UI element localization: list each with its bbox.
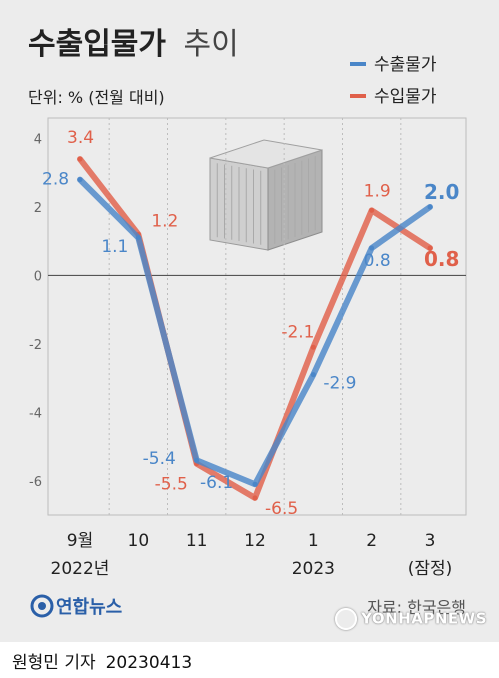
data-label: 2.8: [42, 170, 69, 190]
chart-title: 수출입물가: [28, 27, 166, 62]
plot-frame: [47, 117, 467, 516]
container-box-illustration: [209, 139, 323, 251]
watermark: YONHAPNEWS: [335, 608, 487, 630]
data-point: [427, 204, 433, 210]
y-tick-label: 2: [34, 201, 42, 216]
y-tick-label: 4: [34, 133, 42, 148]
data-label: -5.4: [143, 449, 176, 469]
svg-text:수출입물가 추이: 수출입물가 추이: [28, 27, 239, 62]
data-label: -6.1: [200, 473, 233, 493]
x-axis: 9월 2022년 10 11 12 1 2023 2 3 (잠정): [51, 531, 453, 579]
x-tick-label: 12: [244, 531, 266, 551]
y-tick-label: -6: [29, 475, 42, 490]
x-tick-label: 11: [186, 531, 208, 551]
legend-label: 수입물가: [374, 87, 437, 107]
data-point: [77, 156, 83, 162]
data-point: [369, 245, 375, 251]
y-tick-label: -4: [29, 406, 42, 421]
data-point: [77, 177, 83, 183]
data-label: 2.0: [424, 180, 459, 204]
data-label: 0.8: [364, 251, 391, 271]
data-label: -5.5: [155, 475, 188, 495]
y-tick-label: 0: [34, 269, 42, 284]
data-label: 3.4: [67, 128, 94, 148]
x-tick-label: 3: [425, 531, 436, 551]
data-point: [252, 481, 258, 487]
data-labels: 2.8 1.1 -5.4 -6.1 -2.9 0.8 2.0 3.4 1.2 -5.5 -6.5 -2…: [42, 128, 459, 519]
x-tick-sublabel: 2022년: [51, 559, 110, 579]
chart-title-suffix: 추이: [184, 27, 239, 62]
x-tick-sublabel: 2023: [292, 559, 335, 579]
logo-text: 연합뉴스: [56, 596, 122, 618]
unit-label: 단위: % (전월 대비): [28, 88, 165, 107]
data-point: [369, 207, 375, 213]
legend-label: 수출물가: [374, 55, 437, 75]
byline-author: 원형민 기자: [12, 653, 96, 673]
data-label: -2.1: [281, 322, 314, 342]
grid: 4 2 0 -2 -4 -6: [29, 117, 467, 516]
y-tick-label: -2: [29, 338, 42, 353]
data-label: 0.8: [424, 247, 459, 271]
x-tick-label: 1: [308, 531, 319, 551]
data-point: [252, 495, 258, 501]
data-label: 1.1: [101, 237, 128, 257]
data-label: 1.9: [364, 181, 391, 201]
data-point: [427, 245, 433, 251]
footer: YONHAPNEWS 원형민 기자 20230413: [0, 608, 499, 678]
data-label: -2.9: [323, 374, 356, 394]
data-label: 1.2: [151, 211, 178, 231]
x-tick-label: 10: [128, 531, 150, 551]
source-label: 자료: 한국은행: [367, 598, 466, 617]
data-point: [135, 235, 141, 241]
watermark-icon: [335, 608, 358, 630]
yonhap-logo: 연합뉴스: [30, 594, 122, 618]
data-point: [310, 344, 316, 350]
x-tick-label: 9월: [67, 531, 93, 551]
x-tick-sublabel: (잠정): [408, 559, 453, 579]
byline-date: 20230413: [105, 653, 193, 673]
x-tick-label: 2: [366, 531, 377, 551]
data-point: [310, 372, 316, 378]
data-label: -6.5: [265, 499, 298, 519]
data-point: [194, 457, 200, 463]
series-lines: [77, 156, 433, 501]
